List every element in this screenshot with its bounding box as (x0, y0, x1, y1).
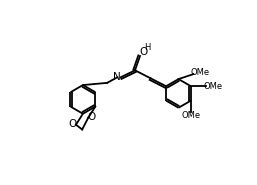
Text: O: O (68, 119, 77, 129)
Text: OMe: OMe (191, 68, 210, 77)
Text: O: O (140, 47, 148, 57)
Text: N: N (113, 72, 121, 82)
Text: H: H (144, 43, 150, 52)
Text: OMe: OMe (181, 111, 200, 120)
Text: O: O (88, 112, 96, 122)
Text: OMe: OMe (203, 82, 222, 91)
